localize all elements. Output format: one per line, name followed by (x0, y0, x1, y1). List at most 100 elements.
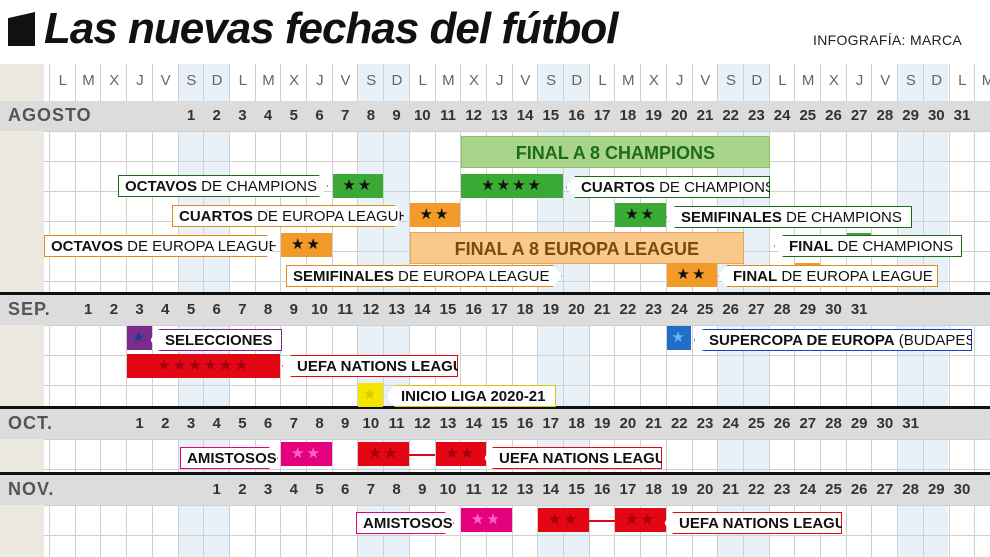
month-name: SEP. (8, 299, 51, 319)
month-separator (0, 406, 990, 409)
day-number: 25 (799, 107, 817, 124)
event-label-bold: AMISTOSOS (187, 450, 277, 467)
weekday-label: L (778, 72, 787, 89)
weekday-label: J (136, 72, 144, 89)
event-label: UEFA NATIONS LEAGUE (484, 447, 662, 469)
day-number: 23 (696, 415, 714, 432)
weekday-label: X (828, 72, 839, 89)
day-number: 8 (392, 481, 401, 498)
day-number: 22 (722, 107, 740, 124)
day-number: 5 (238, 415, 247, 432)
day-number: 17 (593, 107, 611, 124)
day-number: 28 (876, 107, 894, 124)
weekday-label: D (931, 72, 943, 89)
nations-oct-stars-b: ★★ (435, 442, 486, 466)
day-number: 8 (263, 301, 273, 318)
event-label-bold: UEFA NATIONS LEAGUE (679, 515, 856, 532)
weekday-label: M (621, 72, 635, 89)
day-number: 9 (341, 415, 350, 432)
day-number: 13 (388, 301, 405, 318)
day-number: 29 (927, 481, 945, 498)
nations-sep-stars: ★★★★★★ (127, 354, 281, 378)
nations-nov-stars-a: ★★ (538, 508, 589, 532)
day-number: 28 (825, 415, 842, 432)
day-number: 13 (516, 481, 534, 498)
day-number: 6 (263, 415, 273, 432)
event-label-bold: OCTAVOS (125, 178, 197, 195)
event-label: SEMIFINALES DE CHAMPIONS (666, 206, 912, 228)
day-number: 10 (311, 301, 328, 318)
event-label: INICIO LIGA 2020-21 (386, 385, 556, 407)
event-label-bold: INICIO LIGA 2020-21 (401, 388, 546, 405)
month-bar (0, 295, 990, 325)
weekday-label: V (700, 72, 711, 89)
day-number: 22 (748, 481, 765, 498)
event-label-bold: CUARTOS (581, 179, 655, 196)
month-separator (0, 472, 990, 475)
event-label-bold: AMISTOSOS (363, 515, 453, 532)
day-number: 18 (516, 301, 534, 318)
event-label-bold: FINAL (789, 238, 834, 255)
day-number: 8 (366, 107, 376, 124)
day-number: 1 (84, 301, 93, 318)
event-label-rest: DE CHAMPIONS (781, 209, 902, 226)
day-number: 7 (238, 301, 247, 318)
day-number: 4 (212, 415, 221, 432)
day-number: 20 (696, 481, 714, 498)
event-label: OCTAVOS DE CHAMPIONS (118, 175, 328, 197)
octavos-europa-stars: ★★ (281, 233, 332, 257)
day-number: 5 (186, 301, 196, 318)
day-number: 14 (413, 301, 431, 318)
day-number: 3 (263, 481, 273, 498)
day-number: 3 (186, 415, 196, 432)
weekday-label: M (801, 72, 815, 89)
event-bar: FINAL A 8 EUROPA LEAGUE (409, 232, 744, 264)
day-number: 31 (953, 107, 971, 124)
day-number: 30 (927, 107, 945, 124)
day-number: 28 (902, 481, 919, 498)
day-number: 14 (465, 415, 483, 432)
day-number: 9 (289, 301, 298, 318)
weekday-label: L (958, 72, 967, 89)
weekday-label: X (109, 72, 120, 89)
weekday-label: D (391, 72, 403, 89)
grid-line-horizontal (44, 355, 990, 356)
day-number: 12 (491, 481, 508, 498)
weekday-label: M (981, 72, 990, 89)
day-number: 11 (440, 107, 456, 124)
event-label-bold: SEMIFINALES (681, 209, 782, 226)
day-number: 2 (109, 301, 119, 318)
day-number: 10 (439, 481, 457, 498)
day-number: 3 (135, 301, 144, 318)
day-number: 11 (465, 481, 482, 498)
credit-text: INFOGRAFÍA: MARCA (813, 32, 962, 48)
day-number: 31 (850, 301, 868, 318)
day-number: 26 (850, 481, 868, 498)
nations-nov-connector (588, 520, 616, 522)
day-number: 16 (516, 415, 534, 432)
weekday-label: V (340, 72, 351, 89)
day-number: 8 (315, 415, 324, 432)
day-number: 5 (289, 107, 298, 124)
selecciones-stars: ★ (127, 326, 152, 350)
weekday-label: S (726, 72, 737, 89)
weekday-label: M (442, 72, 455, 89)
amistosos-oct-stars: ★★ (281, 442, 332, 466)
weekday-label: J (316, 72, 324, 89)
event-label: AMISTOSOS (356, 512, 454, 534)
grid-line-horizontal (44, 439, 990, 440)
weekday-label: D (571, 72, 583, 89)
event-label: FINAL DE CHAMPIONS (774, 235, 962, 257)
day-number: 21 (722, 481, 740, 498)
event-label: UEFA NATIONS LEAGUE (664, 512, 842, 534)
weekday-label: X (469, 72, 480, 89)
day-number: 24 (722, 415, 740, 432)
month-name: AGOSTO (8, 105, 92, 125)
weekday-label: S (546, 72, 557, 89)
day-number: 29 (799, 301, 817, 318)
weekday-label: S (905, 72, 916, 89)
event-label-rest: DE CHAMPIONS (654, 179, 775, 196)
day-number: 2 (238, 481, 247, 498)
event-label-rest: DE EUROPA LEAGUE (122, 238, 279, 255)
day-number: 25 (748, 415, 765, 432)
